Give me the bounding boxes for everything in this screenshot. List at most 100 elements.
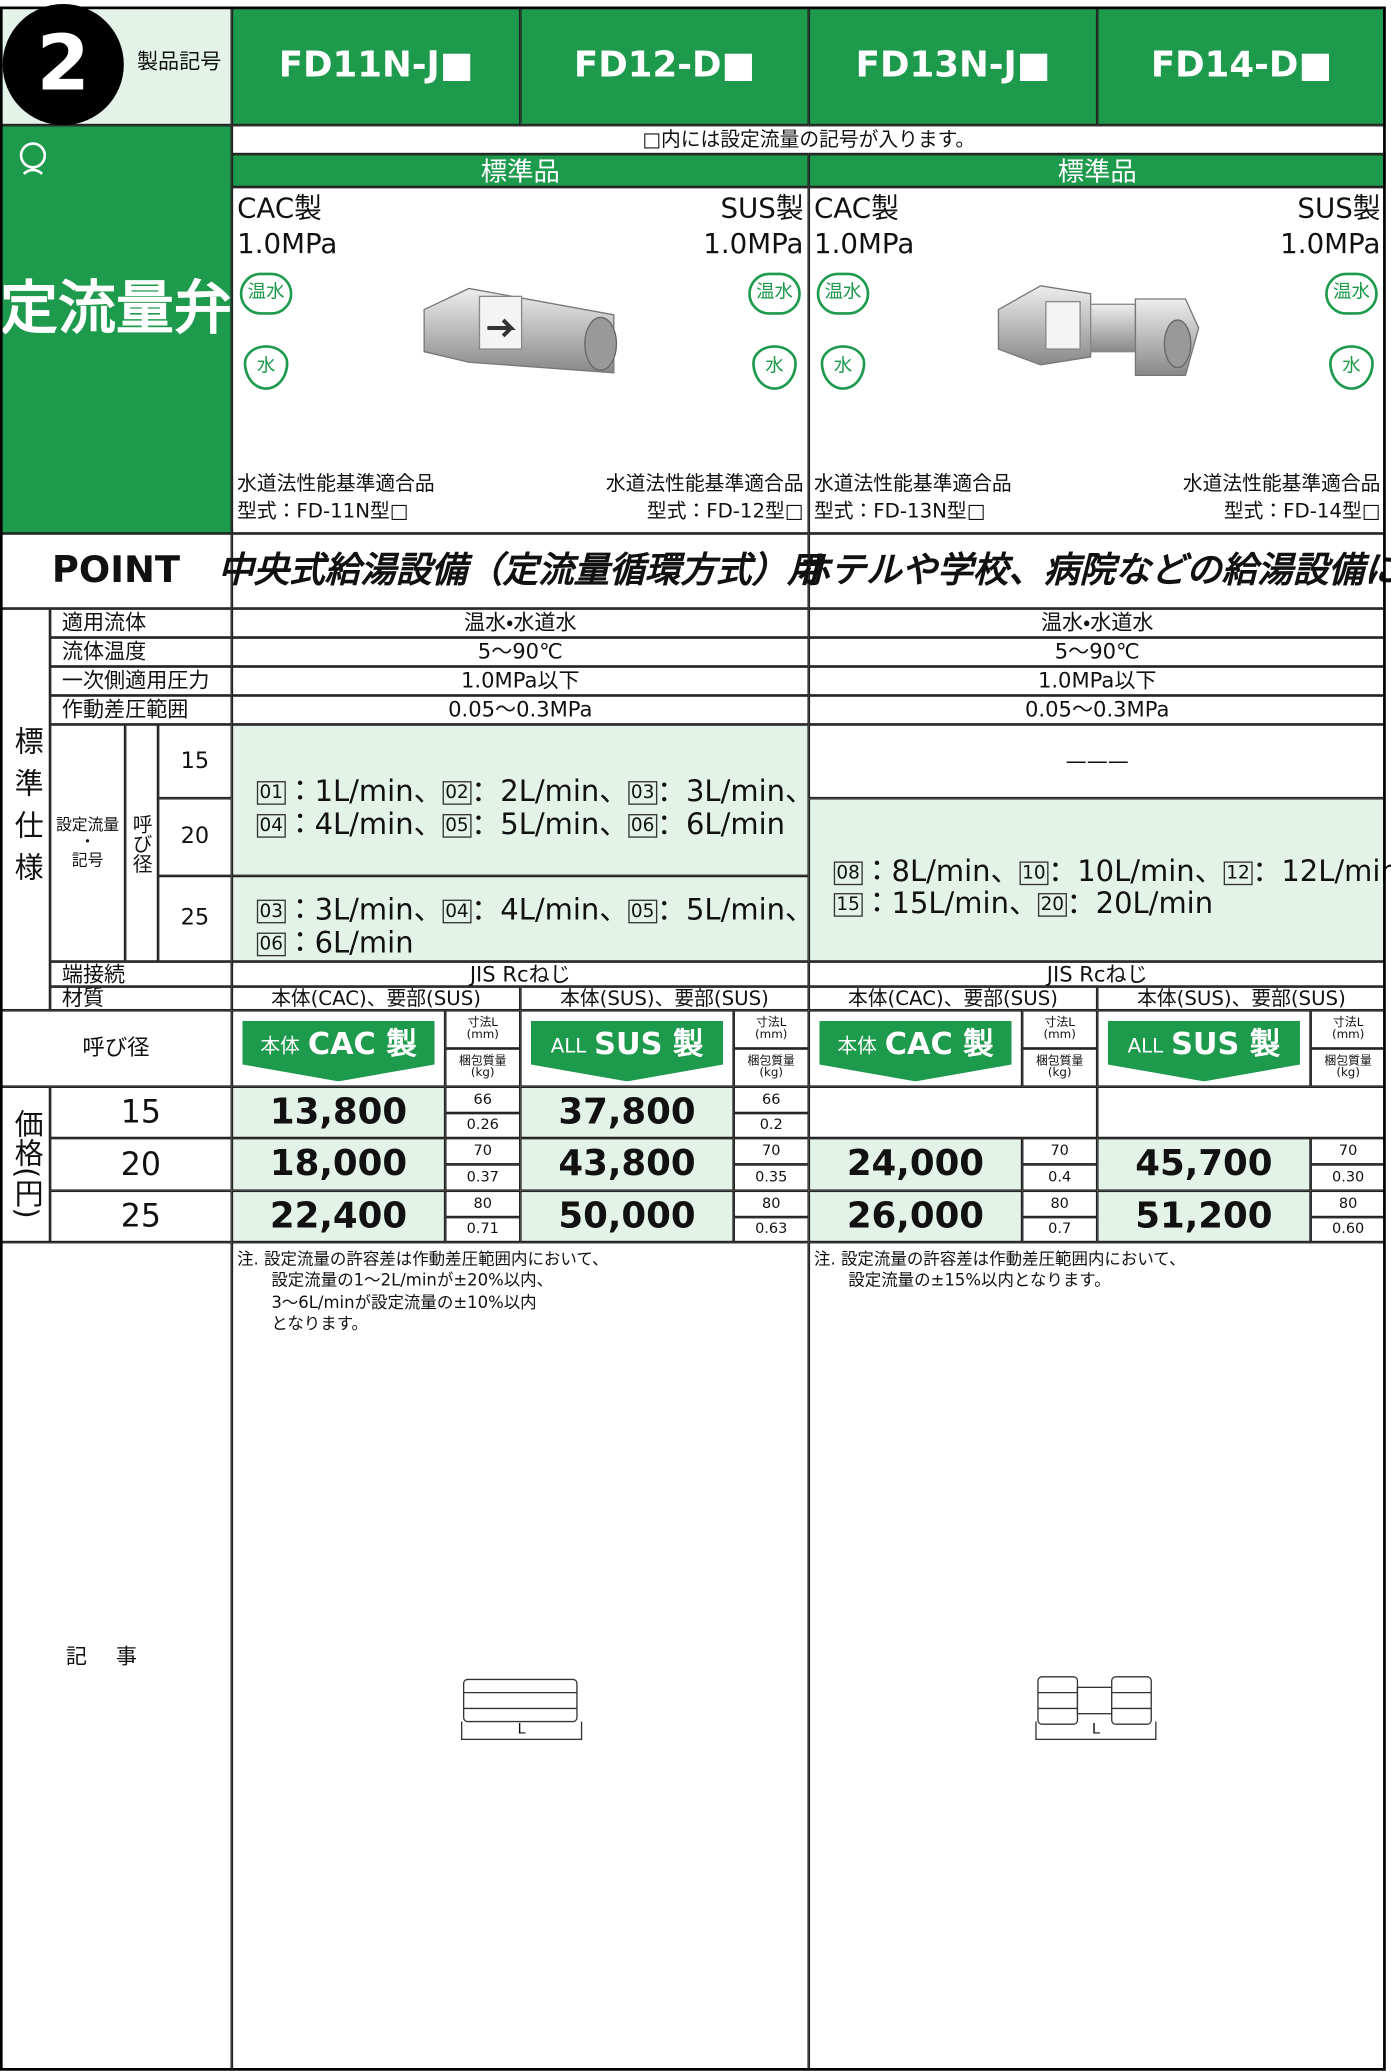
flow-rate: ：5L/min、 [471, 808, 629, 842]
spec-label: 材質 [50, 986, 232, 1011]
weight: 0.71 [445, 1216, 521, 1243]
length: 80 [733, 1190, 809, 1217]
dim-unit: (mm) [1043, 1028, 1076, 1042]
valve-photo [997, 285, 1200, 377]
flow-code: 12 [1223, 861, 1253, 886]
flow-code: 06 [628, 813, 658, 838]
category-panel [0, 125, 232, 534]
type-prefix: 本体 [837, 1033, 877, 1058]
price: 45,700 [1097, 1138, 1311, 1191]
cert-label: 水道法性能基準適合品 [605, 471, 804, 495]
note-text: 注. 設定流量の許容差は作動差圧範囲内において、 設定流量の1～2L/minが±2… [237, 1249, 803, 1354]
flow-rate: ：3L/min、 [285, 894, 443, 928]
flow-line: 04 ：4L/min、 05 ：5L/min、 06 ：6L/min [256, 808, 785, 842]
material-label: CAC製 [814, 192, 899, 225]
dim-unit: (mm) [1331, 1028, 1365, 1042]
price: 24,000 [808, 1138, 1023, 1191]
dim-unit: (mm) [466, 1028, 499, 1042]
weight-unit: (kg) [1336, 1066, 1360, 1080]
water-badge: 水 [752, 345, 797, 390]
standard-label: 標準品 [808, 154, 1386, 188]
flow-line: 06 ：6L/min [256, 926, 414, 960]
price-header [520, 1010, 734, 1087]
product-image-area [231, 187, 809, 534]
model-type: 型式：FD-11N型□ [237, 498, 409, 523]
model-type: 型式：FD-12型□ [646, 498, 804, 523]
length: 70 [1022, 1138, 1098, 1165]
flow-code: 06 [256, 932, 286, 956]
spec-value: JIS Rcねじ [808, 961, 1386, 987]
product-code-label: 製品記号 [136, 49, 222, 75]
pressure-label: 1.0MPa [703, 228, 804, 261]
flow-code: 01 [256, 781, 286, 806]
number-badge: 2 [2, 3, 124, 126]
cert-label: 水道法性能基準適合品 [1182, 471, 1381, 495]
drawing-svg [1037, 1676, 1152, 1725]
length: 66 [445, 1086, 521, 1113]
flow-rate: ：12L/min、 [1252, 855, 1391, 889]
flow-code: 02 [442, 781, 472, 806]
spec-label: 一次側適用圧力 [50, 666, 232, 696]
note-line: 設定流量の1～2L/minが±20%以内、 [271, 1270, 554, 1290]
product-image [993, 270, 1204, 389]
size-label: 呼び径 [125, 724, 159, 962]
valve-photo [423, 287, 618, 374]
model-code: FD11N-J■ [231, 6, 521, 126]
category-title: 定流量弁 [0, 275, 232, 343]
model-code: FD13N-J■ [808, 6, 1098, 126]
size-value: 25 [158, 875, 232, 962]
price-header [231, 1010, 446, 1087]
size-value: 20 [158, 798, 232, 876]
flow-rate: ：6L/min [285, 926, 414, 960]
model-type: 型式：FD-13N型□ [814, 498, 986, 523]
dimension-drawing [1035, 1662, 1156, 1738]
flow-line: 15 ：15L/min、 20 ：20L/min [833, 887, 1213, 921]
dim-label: 寸法L [756, 1016, 787, 1030]
flow-rate: ：15L/min、 [862, 887, 1038, 921]
weight-label: 梱包質量 [1035, 1054, 1084, 1068]
spec-value: 温水・水道水 [231, 608, 809, 638]
dim-label: 寸法L [1044, 1016, 1075, 1030]
water-badge: 水 [243, 345, 289, 390]
weight: 0.37 [445, 1164, 521, 1191]
point-text: 中央式給湯設備（定流量循環方式）用 [218, 533, 823, 609]
flow-code: 15 [833, 893, 863, 917]
spec-group-label: 標準仕様 [0, 608, 51, 1011]
weight-header: 梱包質量 (kg) [1310, 1048, 1386, 1087]
price: 43,800 [520, 1138, 734, 1191]
weight: 0.4 [1022, 1164, 1098, 1191]
price-empty [1097, 1086, 1386, 1139]
flow-line: 03 ：3L/min、 04 ：4L/min、 05 ：5L/min、 [256, 894, 814, 928]
dim-header: 寸法L (mm) [1310, 1010, 1386, 1049]
flow-values: 01 ：1L/min、 02 ：2L/min、 03 ：3L/min、 04 ：4L/min、… [231, 724, 814, 876]
type-name: SUS 製 [1171, 1027, 1281, 1063]
length: 80 [1310, 1190, 1386, 1217]
pressure-label: 1.0MPa [1280, 228, 1381, 261]
weight-label: 梱包質量 [459, 1054, 507, 1068]
price: 50,000 [520, 1190, 734, 1243]
model-code: FD12-D■ [520, 6, 809, 126]
price: 22,400 [231, 1190, 446, 1243]
type-name: CAC 製 [307, 1027, 417, 1063]
spec-label: 流体温度 [50, 637, 232, 667]
price: 51,200 [1097, 1190, 1311, 1243]
flow-code: 03 [256, 900, 286, 924]
note-line: 注. 設定流量の許容差は作動差圧範囲内において、 [814, 1248, 1186, 1269]
cert-label: 水道法性能基準適合品 [237, 471, 435, 495]
length: 70 [445, 1138, 521, 1165]
flow-code: 05 [628, 900, 658, 924]
pressure-label: 1.0MPa [814, 228, 915, 261]
notes-area [808, 1242, 1386, 2071]
weight: 0.35 [733, 1164, 809, 1191]
flow-rate: ：4L/min、 [471, 894, 629, 928]
spec-value: 本体(SUS)、要部(SUS) [1097, 986, 1386, 1011]
weight-unit: (kg) [1047, 1066, 1072, 1080]
spec-value: 0.05～0.3MPa [231, 695, 809, 725]
price-size-label: 呼び径 [0, 1010, 232, 1087]
dim-label: 寸法L [467, 1016, 498, 1030]
dim-header: 寸法L (mm) [733, 1010, 809, 1049]
weight: 0.30 [1310, 1164, 1386, 1191]
spec-value: JIS Rcねじ [231, 961, 809, 987]
flow-label-part: 設定流量 [55, 815, 120, 835]
eco-icon [16, 140, 50, 180]
